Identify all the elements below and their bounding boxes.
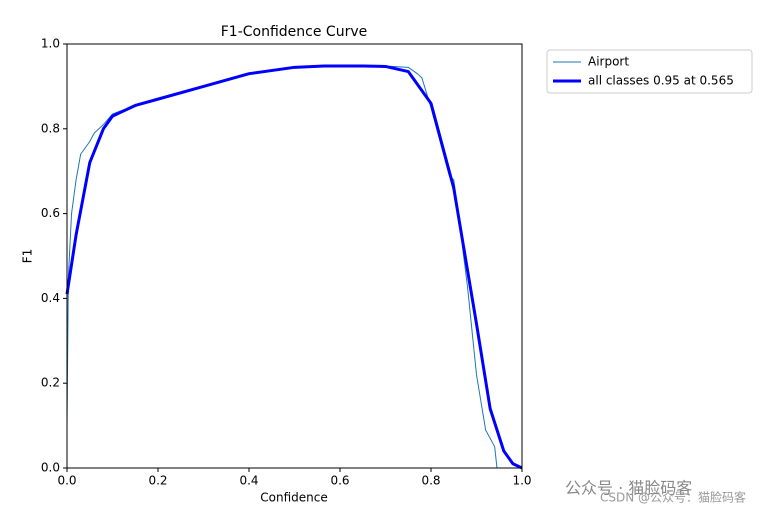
x-axis-label: Confidence xyxy=(260,491,327,505)
watermark: 公众号 · 猫脸码客 xyxy=(565,479,692,498)
chart-title: F1-Confidence Curve xyxy=(221,24,367,40)
x-tick-label: 0.6 xyxy=(330,474,349,488)
y-tick-label: 0.2 xyxy=(41,376,60,390)
y-axis-label: F1 xyxy=(21,249,35,264)
y-tick-label: 0.4 xyxy=(41,291,60,305)
y-tick-label: 1.0 xyxy=(41,37,60,51)
x-tick-label: 1.0 xyxy=(512,474,531,488)
legend-label: Airport xyxy=(588,55,629,69)
watermark: CSDN @公众号：猫脸码客 xyxy=(600,490,746,505)
series-line xyxy=(65,64,523,470)
x-tick-label: 0.8 xyxy=(421,474,440,488)
legend-label: all classes 0.95 at 0.565 xyxy=(588,74,734,88)
y-tick-label: 0.0 xyxy=(41,461,60,475)
legend-box xyxy=(546,49,753,94)
series-line xyxy=(66,65,498,469)
x-tick-label: 0.0 xyxy=(57,474,76,488)
y-tick-label: 0.6 xyxy=(41,206,60,220)
x-tick-label: 0.2 xyxy=(148,474,167,488)
plot-frame xyxy=(66,43,523,469)
x-tick-label: 0.4 xyxy=(239,474,258,488)
y-tick-label: 0.8 xyxy=(41,121,60,135)
